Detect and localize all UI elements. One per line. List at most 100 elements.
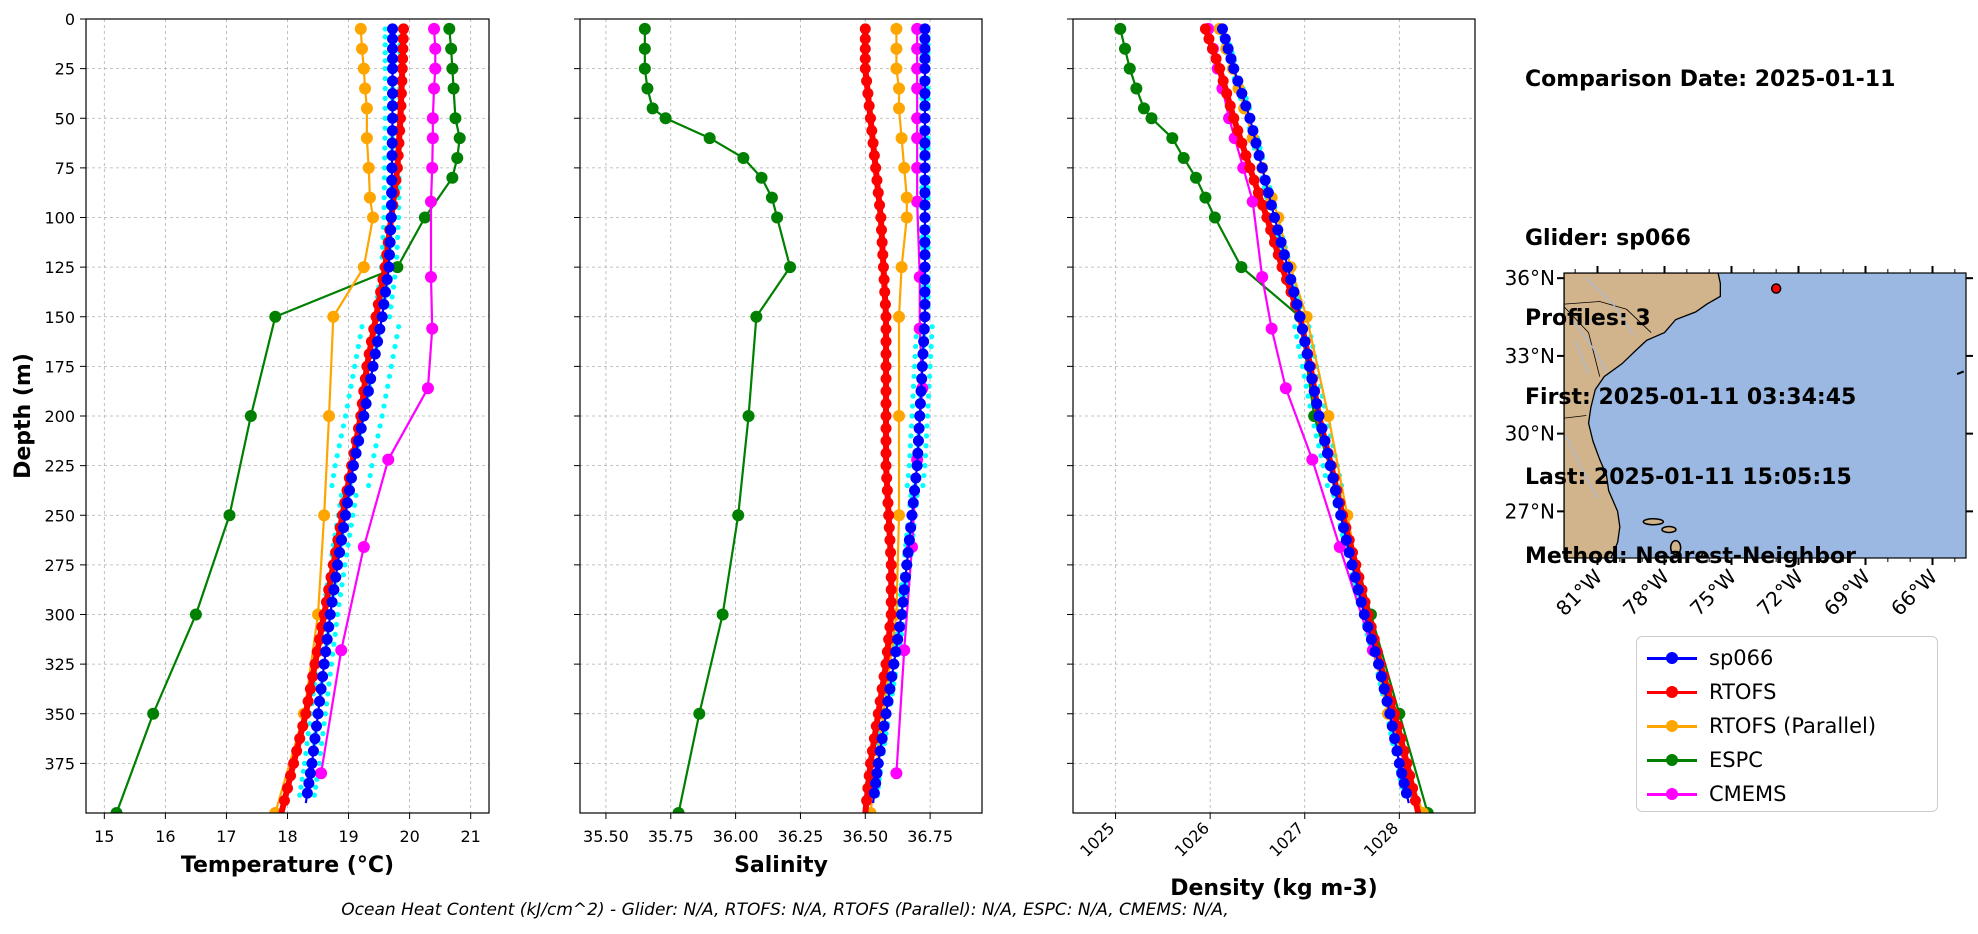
rtofs_parallel-marker [895, 132, 908, 145]
state-border [1564, 301, 1652, 333]
espc-marker [451, 151, 464, 164]
raw-glider-dot [306, 721, 313, 727]
glider-marker [1262, 187, 1274, 199]
legend-swatch [1647, 648, 1697, 668]
rtofs-marker [883, 522, 895, 534]
glider-marker [882, 695, 894, 707]
cmems-marker [911, 62, 924, 75]
cmems-marker [1265, 322, 1278, 335]
espc-marker [1177, 151, 1190, 164]
raw-glider-dot [1301, 373, 1307, 379]
glider-marker [914, 398, 926, 410]
raw-glider-dot [382, 42, 388, 48]
raw-glider-dot [394, 334, 400, 340]
rtofs-marker [874, 695, 886, 707]
espc-marker [693, 707, 706, 720]
legend-swatch [1647, 716, 1697, 736]
x-tick-label: 20 [399, 827, 419, 846]
legend-item-rtofs-parallel: RTOFS (Parallel) [1647, 711, 1876, 741]
glider-marker [918, 336, 930, 348]
rtofs_parallel-marker [357, 62, 370, 75]
glider-marker [369, 348, 381, 360]
glider-marker [1396, 767, 1408, 779]
glider-marker [919, 87, 931, 99]
glider-marker [903, 534, 915, 546]
y-tick-label: 275 [44, 556, 75, 575]
glider-marker [919, 43, 931, 55]
lat-label: 27°N [1505, 499, 1555, 523]
rtofs-marker [863, 100, 875, 112]
raw-glider-dot [382, 155, 388, 161]
cmems-marker [426, 322, 439, 335]
raw-glider-dot [1324, 482, 1330, 489]
glider-marker [888, 658, 900, 670]
rtofs_parallel-line [869, 28, 908, 813]
glider-marker [387, 53, 399, 65]
raw-glider-dot [343, 552, 350, 558]
glider-marker [358, 410, 370, 422]
rtofs-marker [859, 23, 871, 35]
raw-glider-dot [906, 463, 912, 469]
raw-glider-dot [339, 582, 345, 588]
rtofs-marker [1221, 87, 1233, 99]
glider-marker [304, 767, 316, 779]
raw-glider-dot [381, 165, 388, 171]
glider-marker [1386, 720, 1398, 732]
glider-marker [894, 621, 906, 633]
raw-glider-dot [382, 145, 388, 151]
glider-marker [1219, 33, 1231, 45]
glider-marker [1275, 236, 1287, 248]
rtofs-marker [885, 584, 897, 596]
rtofs_parallel-marker [1322, 410, 1335, 422]
raw-glider-dot [390, 353, 396, 360]
rtofs_parallel-marker [890, 62, 903, 75]
raw-glider-dot [382, 66, 388, 72]
cmems-marker [429, 42, 442, 55]
cmems-marker [911, 22, 924, 35]
rtofs-marker [859, 53, 871, 65]
x-tick-label: 21 [461, 827, 481, 846]
cmems-marker [335, 644, 348, 657]
glider-marker [910, 472, 922, 484]
raw-glider-dot [336, 601, 342, 608]
glider-marker [1393, 757, 1405, 769]
glider-marker [350, 447, 362, 459]
raw-glider-dot [1311, 423, 1317, 429]
glider-marker [919, 249, 931, 261]
rtofs_parallel-marker [366, 211, 379, 224]
glider-marker [918, 323, 930, 335]
rtofs-marker [864, 757, 876, 769]
method: Method: Nearest-Neighbor [1525, 544, 1856, 569]
glider-marker [1391, 745, 1403, 757]
glider-marker [385, 224, 397, 236]
raw-glider-dot [386, 373, 393, 379]
glider-marker [1240, 100, 1252, 112]
raw-glider-dot [929, 324, 935, 330]
glider-marker [303, 777, 315, 789]
rtofs-marker [859, 43, 871, 55]
rtofs-marker [1240, 149, 1252, 161]
glider-marker [387, 63, 399, 75]
rtofs-marker [880, 410, 892, 422]
glider-marker [1285, 274, 1297, 286]
espc-line [115, 28, 461, 813]
glider-marker [1291, 298, 1303, 310]
raw-glider-dot [325, 691, 331, 697]
y-tick-label: 375 [44, 754, 75, 773]
glider-marker [1256, 162, 1268, 174]
rtofs-marker [882, 497, 894, 509]
glider-marker [919, 286, 931, 298]
glider-marker [345, 472, 357, 484]
raw-glider-dot [1322, 472, 1328, 479]
raw-glider-dot [350, 512, 356, 518]
raw-glider-dot [920, 482, 926, 489]
rtofs_parallel-marker [323, 410, 336, 422]
raw-glider-dot [382, 135, 388, 141]
rtofs_parallel-marker [893, 102, 906, 115]
rtofs-marker [285, 770, 297, 782]
glider-marker [1311, 398, 1323, 410]
glider-marker [1384, 708, 1396, 720]
x-tick-label: 1025 [1076, 818, 1118, 860]
glider-marker [347, 460, 359, 472]
espc-marker [638, 42, 651, 55]
